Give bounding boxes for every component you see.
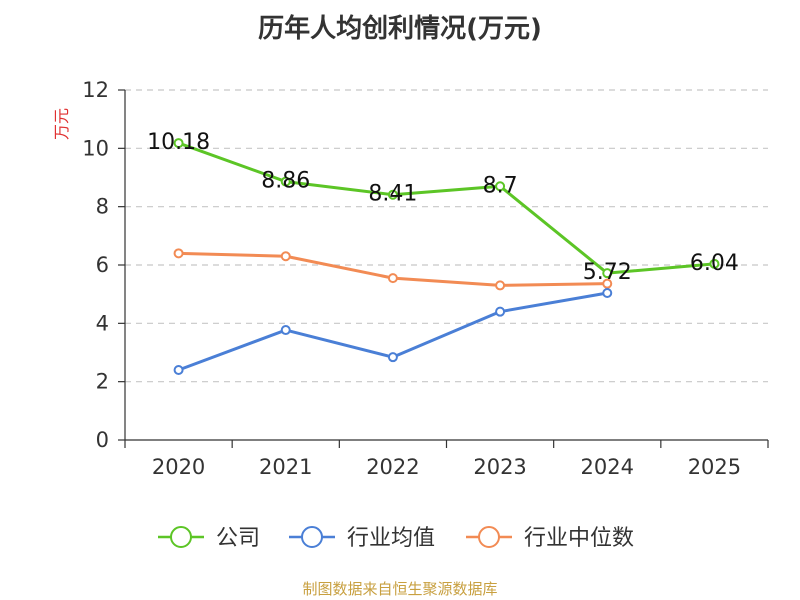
data-point — [709, 258, 720, 269]
y-tick-label: 4 — [96, 311, 109, 335]
x-tick-label: 2023 — [473, 455, 526, 479]
data-point — [495, 306, 506, 317]
x-tick-label: 2021 — [259, 455, 312, 479]
legend-label: 行业中位数 — [524, 526, 634, 551]
data-point — [280, 325, 291, 336]
legend-swatch-marker — [170, 526, 192, 548]
data-point — [495, 280, 506, 291]
data-point — [602, 278, 613, 289]
data-point — [280, 251, 291, 262]
y-tick-label: 12 — [82, 78, 109, 102]
legend-label: 行业均值 — [347, 526, 435, 551]
x-tick-label: 2024 — [581, 455, 634, 479]
y-tick-label: 8 — [96, 195, 109, 219]
data-point — [173, 138, 184, 149]
y-axis-label: 万元 — [52, 108, 71, 140]
data-point — [280, 176, 291, 187]
y-tick-label: 2 — [96, 370, 109, 394]
data-point — [602, 268, 613, 279]
legend-swatch-marker — [301, 526, 323, 548]
data-point — [387, 189, 398, 200]
data-label: 8.7 — [483, 173, 518, 198]
data-label: 6.04 — [690, 251, 739, 276]
legend-label: 公司 — [216, 526, 260, 551]
data-label: 8.41 — [368, 182, 417, 207]
data-point — [495, 181, 506, 192]
x-tick-label: 2022 — [366, 455, 419, 479]
data-point — [173, 365, 184, 375]
data-label: 5.72 — [583, 260, 632, 285]
y-tick-label: 10 — [82, 136, 109, 160]
chart-title: 历年人均创利情况(万元) — [258, 14, 542, 44]
x-tick-label: 2025 — [688, 455, 741, 479]
data-point — [387, 352, 398, 363]
x-tick-label: 2020 — [152, 455, 205, 479]
data-point — [387, 273, 398, 284]
data-label: 8.86 — [261, 169, 310, 194]
data-label: 10.18 — [147, 130, 210, 155]
y-tick-label: 6 — [96, 253, 109, 277]
data-point — [173, 248, 184, 259]
series-line-0 — [178, 141, 715, 275]
legend-swatch-marker — [478, 526, 500, 548]
y-tick-label: 0 — [96, 428, 109, 452]
data-point — [602, 288, 613, 298]
data-source-note: 制图数据来自恒生聚源数据库 — [302, 580, 498, 598]
